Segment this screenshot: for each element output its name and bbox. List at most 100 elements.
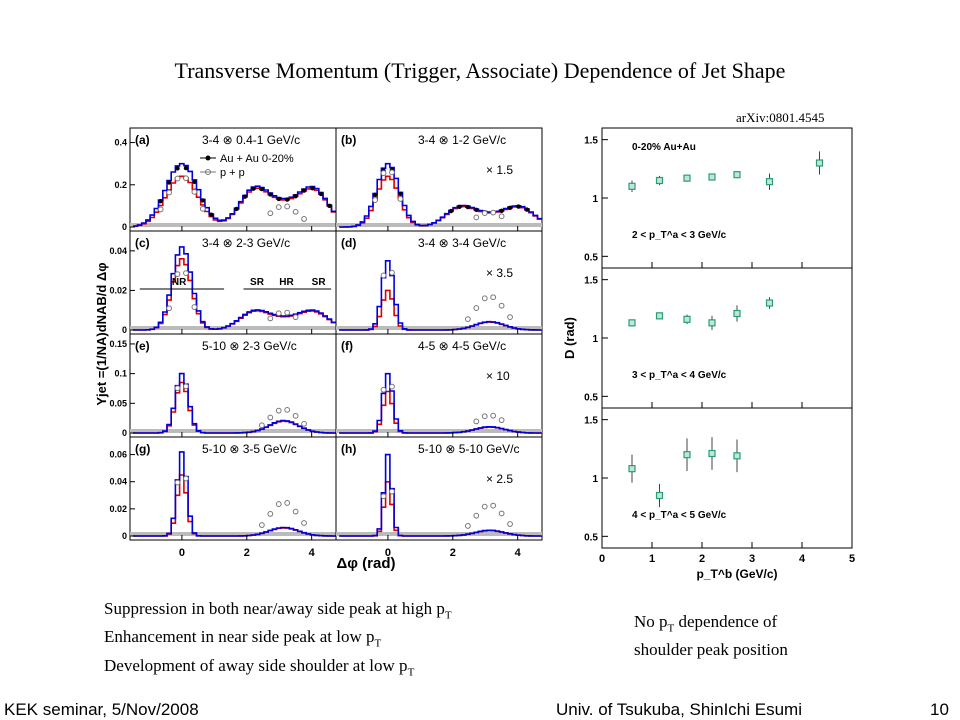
auau-point [516, 204, 521, 209]
width-point [655, 176, 664, 185]
pp-point [284, 500, 291, 506]
pp-point [174, 271, 181, 278]
auau-point [474, 207, 479, 213]
pp-point [473, 418, 480, 425]
pp-point [275, 501, 282, 507]
y-tick-label: 0.04 [109, 477, 127, 487]
y-tick-label: 1 [592, 194, 598, 205]
footer-author: Univ. of Tsukuba, ShinIchi Esumi [556, 700, 802, 719]
auau-point [372, 192, 378, 198]
panel-id: (b) [341, 133, 356, 147]
panel-label: 3-4 ⊗ 1-2 GeV/c [418, 133, 506, 147]
width-point [655, 312, 664, 320]
panel-scale: × 2.5 [486, 472, 513, 486]
centrality-label: 0-20% Au+Au [632, 142, 696, 153]
pp-point [380, 272, 387, 279]
auau-point [284, 197, 290, 202]
pp-point [199, 205, 206, 212]
auau-point [276, 196, 281, 202]
pp-point [397, 196, 404, 202]
pp-point [183, 383, 189, 390]
auau-point [310, 186, 315, 191]
pp-point [284, 406, 291, 413]
panel-id: (d) [341, 236, 356, 250]
pp-point [473, 512, 480, 519]
y-tick-label: 1.5 [584, 416, 598, 427]
flow-band [130, 429, 336, 433]
pp-point [275, 310, 282, 317]
auau-point [251, 186, 256, 191]
y-tick-label: 0 [122, 531, 127, 541]
x-axis-label: Δφ (rad) [336, 555, 395, 572]
auau-point [242, 194, 248, 199]
pp-point [267, 414, 274, 421]
panel-id: (g) [135, 442, 150, 456]
pp-point [473, 305, 480, 311]
pp-point [292, 208, 299, 215]
panel-label: 3-4 ⊗ 3-4 GeV/c [418, 236, 506, 250]
panel-label: 3-4 ⊗ 2-3 GeV/c [202, 236, 290, 250]
pp-point [498, 510, 505, 517]
auau-point [457, 204, 462, 210]
width-point [708, 319, 716, 327]
pp-point [166, 305, 172, 312]
width-panel-frame [601, 267, 853, 409]
x-tick-label: 2 [699, 553, 705, 565]
blue-histogram [133, 246, 336, 331]
pp-point [490, 209, 497, 216]
flow-band [336, 532, 542, 536]
pp-point [275, 204, 282, 211]
pt-range-label: 2 < p_T^a < 3 GeV/c [632, 230, 727, 241]
flow-band [336, 429, 542, 433]
auau-point [327, 203, 332, 209]
panel-frame [335, 333, 543, 438]
region-nr: NR [172, 277, 187, 288]
panel-id: (e) [135, 339, 150, 353]
pp-point [267, 315, 274, 322]
right-note-line-2: shoulder peak position [634, 640, 788, 660]
pp-point [183, 175, 189, 182]
pp-point [292, 508, 299, 515]
pp-point [166, 189, 172, 196]
pp-point [481, 295, 488, 302]
width-panel-frame [601, 407, 853, 549]
panel-label: 5-10 ⊗ 2-3 GeV/c [202, 339, 297, 353]
panel-label: 5-10 ⊗ 3-5 GeV/c [202, 442, 297, 456]
pp-point [389, 383, 395, 390]
auau-point [209, 212, 214, 217]
flow-band [130, 223, 336, 227]
pp-point [481, 413, 488, 420]
auau-point [507, 205, 513, 211]
auau-point [293, 193, 298, 199]
region-hr: HR [279, 277, 294, 288]
x-tick-label: 5 [849, 553, 855, 565]
x-tick-label: 2 [244, 547, 250, 559]
flow-band [336, 326, 542, 330]
width-point [765, 178, 774, 186]
width-point [733, 171, 741, 179]
blue-histogram [339, 453, 542, 537]
y-tick-label: 0 [122, 428, 127, 438]
width-point [683, 315, 691, 323]
pp-point [507, 521, 513, 527]
pp-point [267, 510, 274, 517]
auau-point [268, 192, 273, 197]
y-tick-label: 1.5 [584, 136, 598, 147]
blue-histogram [133, 451, 336, 537]
panel-label: 5-10 ⊗ 5-10 GeV/c [418, 442, 519, 456]
panel-scale: × 3.5 [486, 266, 513, 280]
auau-point [465, 204, 471, 210]
x-axis-label: p_T^b (GeV/c) [696, 567, 777, 581]
auau-point [158, 199, 163, 204]
panel-id: (c) [135, 236, 150, 250]
width-point [628, 182, 636, 190]
pp-point [498, 302, 505, 309]
pp-point [389, 488, 395, 495]
x-tick-label: 4 [515, 547, 522, 559]
panel-id: (f) [341, 339, 353, 353]
flow-band [130, 532, 336, 536]
pp-point [301, 421, 307, 427]
pp-point [473, 214, 480, 221]
right-note-line-1: No pT dependence of [634, 612, 778, 635]
pp-point [498, 213, 505, 220]
